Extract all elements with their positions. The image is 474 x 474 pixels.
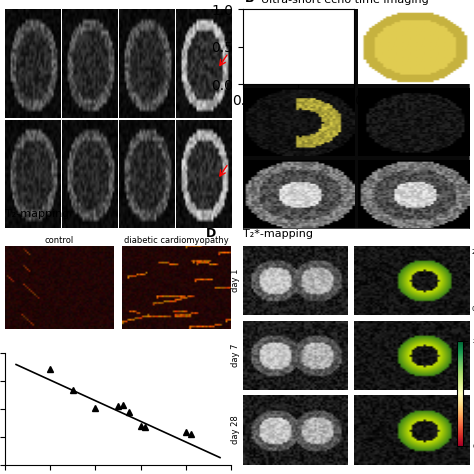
Title: 40 min: 40 min <box>191 3 216 9</box>
Text: 20ms: 20ms <box>472 249 474 255</box>
Title: pre: pre <box>84 3 95 9</box>
Text: Ultra-short echo time imaging: Ultra-short echo time imaging <box>261 0 428 5</box>
Y-axis label: day 1: day 1 <box>231 269 240 292</box>
Title: diabetic cardiomyopathy: diabetic cardiomyopathy <box>125 236 229 245</box>
Title: 1 min: 1 min <box>137 3 156 9</box>
Text: 0: 0 <box>472 306 474 311</box>
Text: T₂-mapping: T₂-mapping <box>5 209 69 219</box>
Text: T₂*-mapping: T₂*-mapping <box>243 229 313 239</box>
Y-axis label: day 28: day 28 <box>231 416 240 444</box>
Text: B: B <box>245 0 255 5</box>
Y-axis label: day 7: day 7 <box>231 343 240 367</box>
Text: D: D <box>206 228 216 240</box>
Title: control: control <box>45 236 74 245</box>
